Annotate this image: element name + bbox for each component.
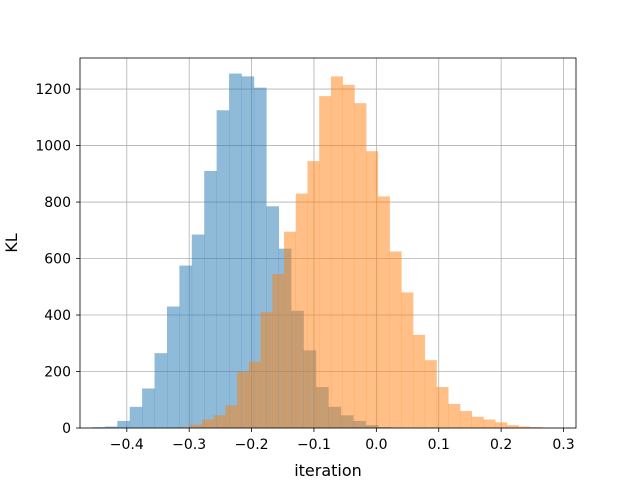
y-tick-label: 200 [44,365,71,381]
y-tick-label: 1200 [35,82,71,98]
histogram-bar [241,76,255,429]
histogram-bar [191,234,205,428]
histogram-bar [495,422,508,428]
y-axis-ticks: 0 200 400 600 800 1000 1200 [35,82,80,437]
histogram-bar [129,406,143,428]
series-b-bars [166,76,566,429]
histogram-bar [104,426,118,428]
y-tick-label: 800 [44,195,71,211]
histogram-bar [330,76,343,429]
histogram-bar [260,312,273,428]
histogram-bar [272,274,285,428]
x-tick-label: −0.2 [235,437,269,453]
histogram-bar [354,103,367,428]
histogram-bar [530,427,543,428]
x-axis-label: iteration [294,461,362,480]
histogram-bar [154,353,168,428]
histogram-bar [366,151,379,428]
histogram-bar [459,411,472,428]
y-tick-label: 400 [44,308,71,324]
histogram-bar [377,196,390,428]
x-axis-ticks: −0.4 −0.3 −0.2 −0.1 0.0 0.1 0.2 0.3 [110,428,575,453]
histogram-bar [204,170,217,428]
y-tick-label: 600 [44,252,71,268]
histogram-bar [237,371,250,428]
histogram-bar [389,251,402,428]
plot-frame [79,57,577,429]
histogram-bar [295,193,308,428]
x-tick-label: −0.1 [297,437,331,453]
y-tick-label: 0 [62,421,71,437]
histogram-bar [436,387,449,428]
histogram-bar [178,427,191,428]
histogram-bar [471,416,484,428]
histogram-bar [506,425,519,428]
x-tick-label: −0.3 [172,437,206,453]
histogram-bar [225,405,238,428]
x-tick-label: 0.1 [428,437,450,453]
y-axis-label: KL [2,233,21,252]
histogram-bar [401,292,414,428]
histogram-bar [117,420,131,428]
y-tick-label: 1000 [35,139,71,155]
histogram-bar [448,403,461,428]
histogram-bar [142,388,155,428]
histogram-bar [307,161,320,428]
histogram-bar [518,426,531,428]
histogram-bar [413,334,426,428]
histogram-bar [424,360,437,428]
histogram-bar [213,415,226,428]
histogram-bar [92,427,106,428]
histogram-bar [201,419,214,428]
histogram-bar [284,231,297,428]
histogram-bar [166,306,180,428]
histogram-bar [190,424,203,428]
histogram-bar [229,73,242,428]
histogram-bar [216,110,230,429]
histogram-bar [179,265,193,428]
histogram-bar [319,96,332,429]
x-tick-label: −0.4 [110,437,144,453]
x-tick-label: 0.2 [490,437,512,453]
histogram-bar [342,84,355,428]
x-tick-label: 0.3 [552,437,574,453]
histogram-bar [248,361,261,428]
histogram-bar [483,419,496,428]
x-tick-label: 0.0 [365,437,387,453]
